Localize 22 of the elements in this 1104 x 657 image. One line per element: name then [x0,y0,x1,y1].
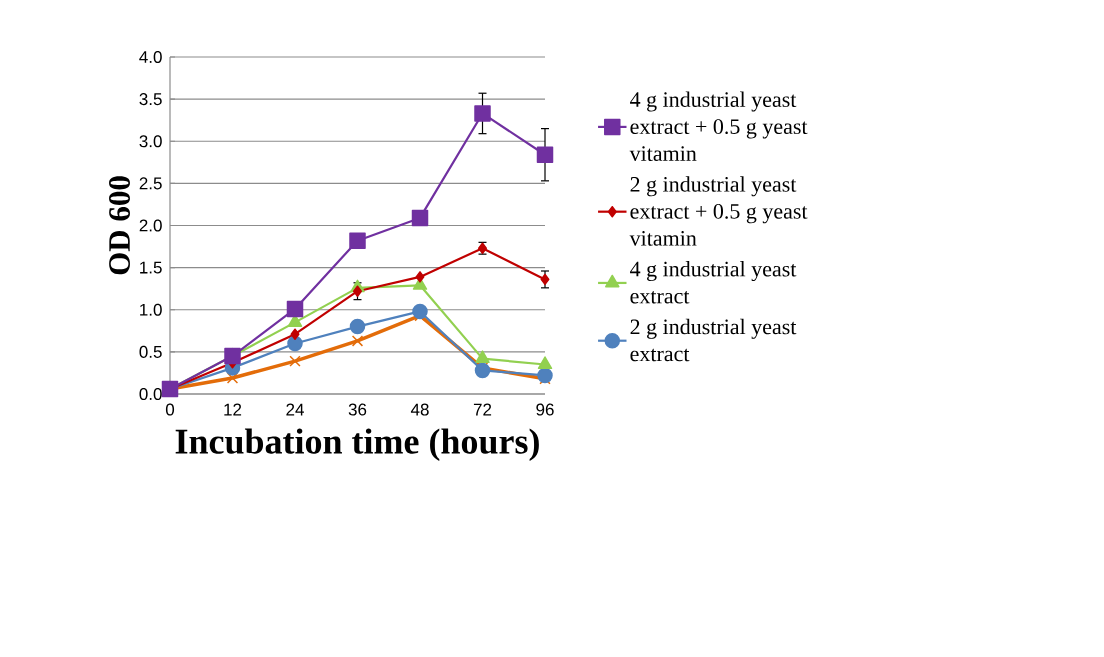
y-tick-label: 1.5 [140,261,162,274]
x-tick-label: 0 [165,403,175,416]
legend-label: 2 g industrial yeast extract [630,318,797,362]
x-tick-label: 12 [224,403,242,416]
y-tick-label: 3.0 [139,135,162,148]
legend-label: 2 g industrial yeast extract + 0.5 g yeast vitamin [629,176,808,246]
y-tick-label: 2.5 [139,177,162,190]
x-tick-label: 72 [473,403,492,416]
x-tick-label: 96 [536,403,554,416]
y-tick-label: 0.5 [139,345,162,358]
x-tick-label: 24 [286,403,304,416]
x-tick-label: 48 [410,403,429,416]
y-axis-title: OD 600 [109,176,130,275]
x-axis-title: Incubation time (hours) [175,428,539,462]
legend-label: 4 g industrial yeast extract + 0.5 g yeast vitamin [629,91,808,162]
x-tick-label: 36 [348,403,367,416]
y-tick-label: 0.0 [139,387,162,401]
y-tick-label: 2.0 [139,219,162,232]
y-tick-label: 4.0 [139,50,162,64]
y-tick-label: 3.5 [139,93,162,106]
legend-label: 4 g industrial yeast extract [630,261,797,304]
y-tick-label: 1.0 [140,303,162,316]
